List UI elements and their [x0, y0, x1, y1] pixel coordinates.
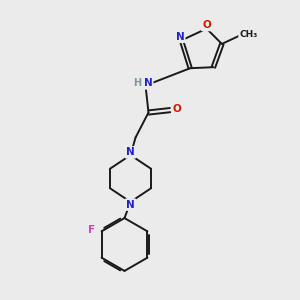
Text: N: N [126, 147, 135, 158]
Text: N: N [176, 32, 184, 42]
Text: F: F [88, 225, 95, 235]
Text: O: O [172, 104, 181, 114]
Text: N: N [126, 200, 135, 210]
Text: CH₃: CH₃ [239, 30, 258, 39]
Text: O: O [202, 20, 211, 30]
Text: H: H [133, 78, 141, 88]
Text: N: N [143, 78, 152, 88]
